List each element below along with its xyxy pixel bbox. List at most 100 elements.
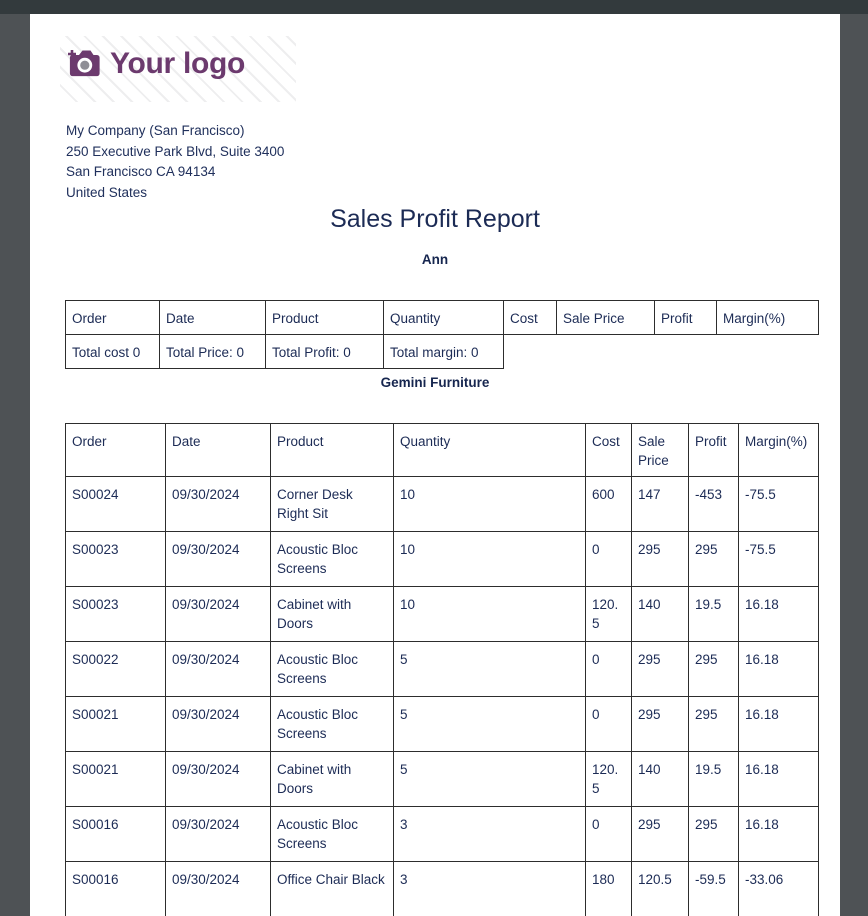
table-row: S00021 09/30/2024 Acoustic Bloc Screens 5 0 2… [65,696,819,752]
logo-text: Your logo [110,47,246,80]
table-row: S00016 09/30/2024 Acoustic Bloc Screens 3 0 2… [65,806,819,862]
cell-margin: 16.18 [738,641,819,697]
header-profit: Profit [688,423,739,477]
cell-cost: 180 [585,861,632,916]
table-header-row: Order Date Product Quantity Cost Sale Pr… [65,423,819,477]
cell-sale-price: 295 [631,531,689,587]
cell-product: Cabinet with Doors [270,751,394,807]
cell-sale-price: 295 [631,641,689,697]
summary-header-order: Order [65,300,160,335]
cell-cost: 0 [585,531,632,587]
summary-header-product: Product [265,300,384,335]
camera-plus-icon [66,48,100,80]
cell-profit: 19.5 [688,586,739,642]
report-title: Sales Profit Report [330,205,540,233]
cell-sale-price: 120.5 [631,861,689,916]
summary-empty-cost [504,335,557,369]
total-price-cell: Total Price: 0 [159,334,266,369]
table-row: S00024 09/30/2024 Corner Desk Right Sit 10 6… [65,476,819,532]
cell-quantity: 3 [393,806,586,862]
cell-product: Acoustic Bloc Screens [270,696,394,752]
cell-margin: 16.18 [738,751,819,807]
cell-order: S00024 [65,476,166,532]
summary-header-margin: Margin(%) [716,300,819,335]
cell-order: S00023 [65,586,166,642]
header-date: Date [165,423,271,477]
cell-order: S00023 [65,531,166,587]
cell-margin: -33.06 [738,861,819,916]
header-product: Product [270,423,394,477]
cell-product: Acoustic Bloc Screens [270,531,394,587]
total-margin-cell: Total margin: 0 [383,334,504,369]
summary-header-row: Order Date Product Quantity Cost Sale Pr… [65,300,819,335]
company-name: My Company (San Francisco) [66,123,245,138]
cell-order: S00022 [65,641,166,697]
cell-product: Acoustic Bloc Screens [270,641,394,697]
cell-margin: 16.18 [738,586,819,642]
cell-margin: -75.5 [738,531,819,587]
cell-quantity: 10 [393,531,586,587]
sales-detail-body: S00024 09/30/2024 Corner Desk Right Sit 10 6… [65,476,819,916]
cell-date: 09/30/2024 [165,476,271,532]
company-country: United States [66,185,148,200]
cell-sale-price: 140 [631,586,689,642]
cell-margin: -75.5 [738,476,819,532]
cell-date: 09/30/2024 [165,806,271,862]
cell-quantity: 5 [393,696,586,752]
cell-sale-price: 147 [631,476,689,532]
cell-product: Cabinet with Doors [270,586,394,642]
cell-profit: 295 [688,531,739,587]
sales-detail-table: Order Date Product Quantity Cost Sale Pr… [65,423,819,916]
logo-row: Your logo [66,48,245,80]
cell-profit: -453 [688,476,739,532]
cell-quantity: 10 [393,476,586,532]
summary-header-date: Date [159,300,266,335]
summary-header-cost: Cost [503,300,557,335]
summary-totals-row: Total cost 0 Total Price: 0 Total Profit… [65,334,819,369]
cell-product: Acoustic Bloc Screens [270,806,394,862]
cell-profit: 295 [688,696,739,752]
summary-table: Order Date Product Quantity Cost Sale Pr… [65,300,819,369]
header-order: Order [65,423,166,477]
table-row: S00023 09/30/2024 Cabinet with Doors 10 120.… [65,586,819,642]
cell-cost: 0 [585,696,632,752]
viewer-top-bar [0,0,868,14]
cell-product: Office Chair Black [270,861,394,916]
cell-quantity: 3 [393,861,586,916]
cell-order: S00016 [65,861,166,916]
group-title: Gemini Furniture [380,375,490,390]
cell-order: S00016 [65,806,166,862]
cell-cost: 120.5 [585,586,632,642]
cell-product: Corner Desk Right Sit [270,476,394,532]
header-margin: Margin(%) [738,423,819,477]
total-profit-cell: Total Profit: 0 [265,334,384,369]
logo-block: Your logo [60,36,296,102]
table-row: S00023 09/30/2024 Acoustic Bloc Screens 10 0… [65,531,819,587]
cell-date: 09/30/2024 [165,586,271,642]
cell-date: 09/30/2024 [165,861,271,916]
table-row: S00016 09/30/2024 Office Chair Black 3 180 12… [65,861,819,916]
header-sale-price: Sale Price [631,423,689,477]
report-page: Your logo My Company (San Francisco) 250… [30,14,840,916]
cell-sale-price: 140 [631,751,689,807]
cell-cost: 0 [585,641,632,697]
total-cost-cell: Total cost 0 [65,334,160,369]
cell-quantity: 10 [393,586,586,642]
header-cost: Cost [585,423,632,477]
company-street: 250 Executive Park Blvd, Suite 3400 [66,144,285,159]
cell-profit: 19.5 [688,751,739,807]
company-city-state-zip: San Francisco CA 94134 [66,164,216,179]
cell-order: S00021 [65,751,166,807]
cell-profit: 295 [688,806,739,862]
summary-header-profit: Profit [654,300,717,335]
cell-sale-price: 295 [631,806,689,862]
summary-header-quantity: Quantity [383,300,504,335]
cell-profit: 295 [688,641,739,697]
summary-empty-profit [655,335,717,369]
summary-header-sale-price: Sale Price [556,300,655,335]
report-subtitle: Ann [421,252,449,267]
cell-quantity: 5 [393,751,586,807]
cell-sale-price: 295 [631,696,689,752]
cell-quantity: 5 [393,641,586,697]
